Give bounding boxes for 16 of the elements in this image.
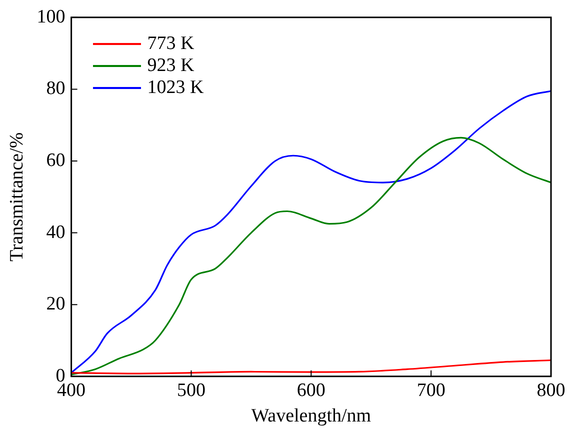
y-tick-label: 80 bbox=[46, 78, 66, 100]
x-tick-label: 600 bbox=[296, 380, 326, 401]
x-axis-title: Wavelength/nm bbox=[251, 406, 372, 427]
y-axis-title: Transmittance/% bbox=[6, 132, 28, 262]
y-tick-label: 100 bbox=[36, 6, 66, 28]
x-tick-label: 500 bbox=[176, 380, 206, 401]
y-tick-label: 20 bbox=[46, 294, 66, 315]
line-series bbox=[71, 136, 551, 376]
y-tick-label: 40 bbox=[46, 222, 66, 243]
legend-label: 1023 K bbox=[147, 77, 204, 100]
line-series bbox=[71, 359, 551, 374]
legend-label: 773 K bbox=[147, 33, 194, 56]
legend-label: 923 K bbox=[147, 55, 194, 78]
x-tick-label: 800 bbox=[536, 380, 566, 401]
y-tick-label: 60 bbox=[46, 150, 66, 171]
x-tick-label: 700 bbox=[416, 380, 446, 401]
